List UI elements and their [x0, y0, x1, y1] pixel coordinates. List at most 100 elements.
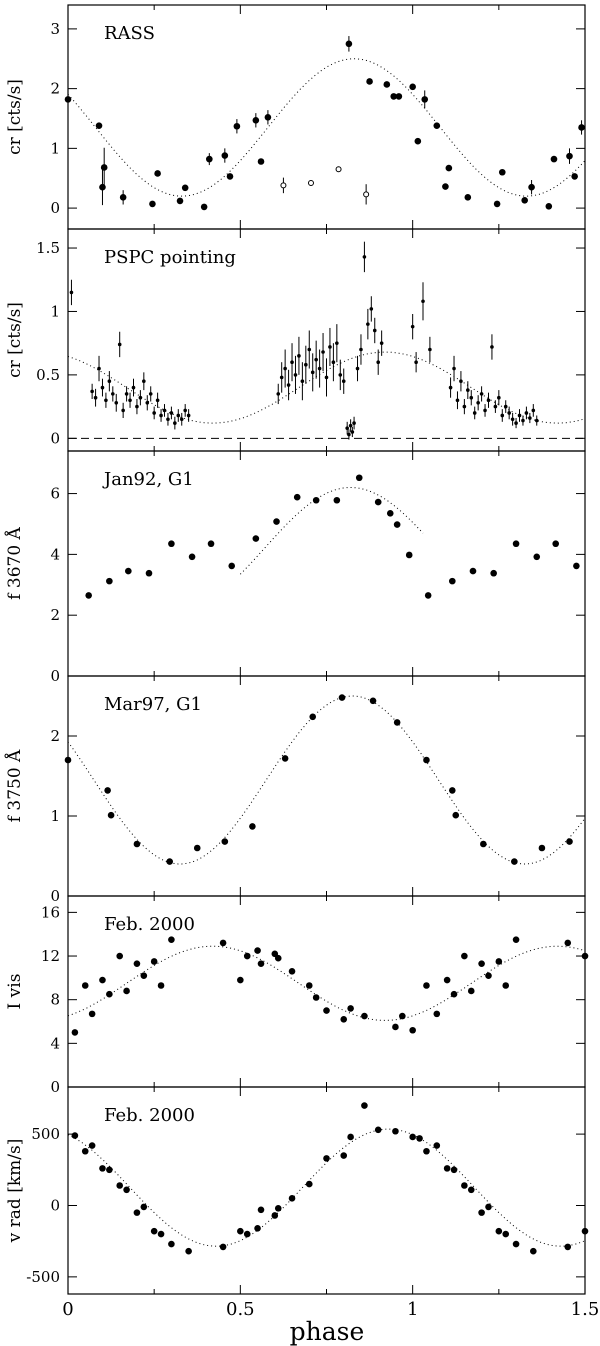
data-point [490, 569, 497, 577]
data-point [409, 1133, 416, 1141]
x-tick-label: 0.5 [226, 1299, 255, 1320]
data-point [379, 341, 384, 345]
data-point [502, 982, 510, 989]
data-point [273, 518, 280, 525]
data-point [414, 360, 418, 365]
panel-ivis: 0 4 8 12 16 Feb. 2000 I vis [5, 895, 589, 1096]
panel-mar97: 0 1 2 Mar97, G1 f 3750 Å [4, 675, 586, 905]
y-tick-label: 8 [50, 991, 60, 1009]
data-point [157, 1230, 165, 1238]
data-point [485, 1203, 492, 1211]
data-point [185, 1247, 192, 1255]
data-point [369, 697, 377, 705]
y-tick-label: 0 [50, 199, 60, 217]
y-tick-label: 16 [41, 903, 60, 921]
data-point [140, 972, 148, 979]
data-point [228, 562, 236, 570]
y-tick-label: 2 [50, 80, 60, 98]
data-point [99, 1165, 106, 1172]
data-point [392, 1127, 399, 1135]
data-point [361, 1012, 368, 1020]
y-tick-label: 2 [50, 727, 60, 745]
data-point [511, 858, 518, 865]
data-point [442, 183, 449, 190]
y-tick-label: 0 [50, 1196, 60, 1214]
data-point [100, 385, 105, 390]
data-point [93, 395, 98, 400]
data-point [133, 1209, 141, 1216]
data-point [166, 417, 170, 422]
data-point [314, 357, 318, 362]
data-point [461, 1182, 468, 1189]
model-curve [67, 945, 586, 1021]
data-point [423, 1147, 430, 1155]
data-point [416, 1135, 423, 1142]
data-point [533, 553, 541, 561]
data-point [107, 811, 115, 819]
data-point [183, 408, 187, 413]
y-tick-label: 500 [31, 1125, 60, 1143]
data-point [538, 844, 546, 852]
data-point [478, 960, 485, 967]
data-point [257, 960, 265, 967]
panel-vrad: -500 0 500 Feb. 2000 v rad [km/s] [5, 1086, 589, 1295]
y-tick-label: 1 [50, 139, 60, 157]
data-point [104, 398, 108, 403]
data-point [69, 290, 74, 295]
panel-title: PSPC pointing [104, 247, 236, 268]
data-point [154, 170, 161, 177]
data-point [449, 577, 456, 585]
data-point [464, 194, 472, 201]
data-point [307, 347, 312, 352]
y-tick-label: 4 [50, 1034, 60, 1052]
y-tick-label: 0 [50, 429, 60, 447]
data-point [445, 164, 453, 172]
data-point [581, 1227, 589, 1235]
data-point [443, 1165, 451, 1172]
data-point [571, 173, 578, 180]
data-point [279, 375, 284, 380]
data-point [168, 540, 175, 548]
data-point [421, 96, 429, 103]
data-point [340, 1016, 348, 1023]
data-point [168, 1240, 175, 1248]
x-tick-label: 0 [62, 1299, 73, 1320]
data-point [507, 411, 511, 415]
data-point [145, 569, 153, 577]
data-point [119, 194, 127, 201]
data-point [81, 982, 89, 989]
data-point [95, 122, 103, 129]
data-point [206, 155, 213, 163]
data-point [581, 952, 589, 960]
data-point [472, 411, 477, 415]
data-point [497, 395, 501, 400]
y-tick-label: -500 [26, 1268, 60, 1286]
data-point [338, 373, 343, 377]
data-point [276, 392, 281, 396]
data-point [85, 592, 92, 599]
data-point [514, 421, 518, 425]
data-point [100, 164, 108, 171]
data-point [219, 939, 227, 947]
data-point [310, 370, 315, 375]
data-point [133, 960, 141, 967]
x-tick-label: 1 [407, 1299, 418, 1320]
data-point [423, 982, 430, 989]
data-point [517, 413, 522, 418]
data-point [297, 354, 301, 358]
data-point [166, 858, 173, 865]
data-point [254, 1225, 261, 1232]
data-point [493, 404, 498, 409]
open-data-point [307, 180, 314, 187]
data-point [534, 418, 539, 423]
data-point [443, 976, 451, 984]
data-point [125, 567, 132, 575]
panel-title: Jan92, G1 [102, 469, 194, 490]
data-point [490, 345, 494, 349]
data-point [221, 152, 229, 159]
data-point [88, 1142, 96, 1149]
data-point [521, 418, 525, 423]
panel-pspc: 0 0.5 1 1.5 PSPC pointing cr [cts/s] [5, 228, 586, 452]
data-point [480, 840, 487, 848]
data-point [550, 155, 558, 163]
